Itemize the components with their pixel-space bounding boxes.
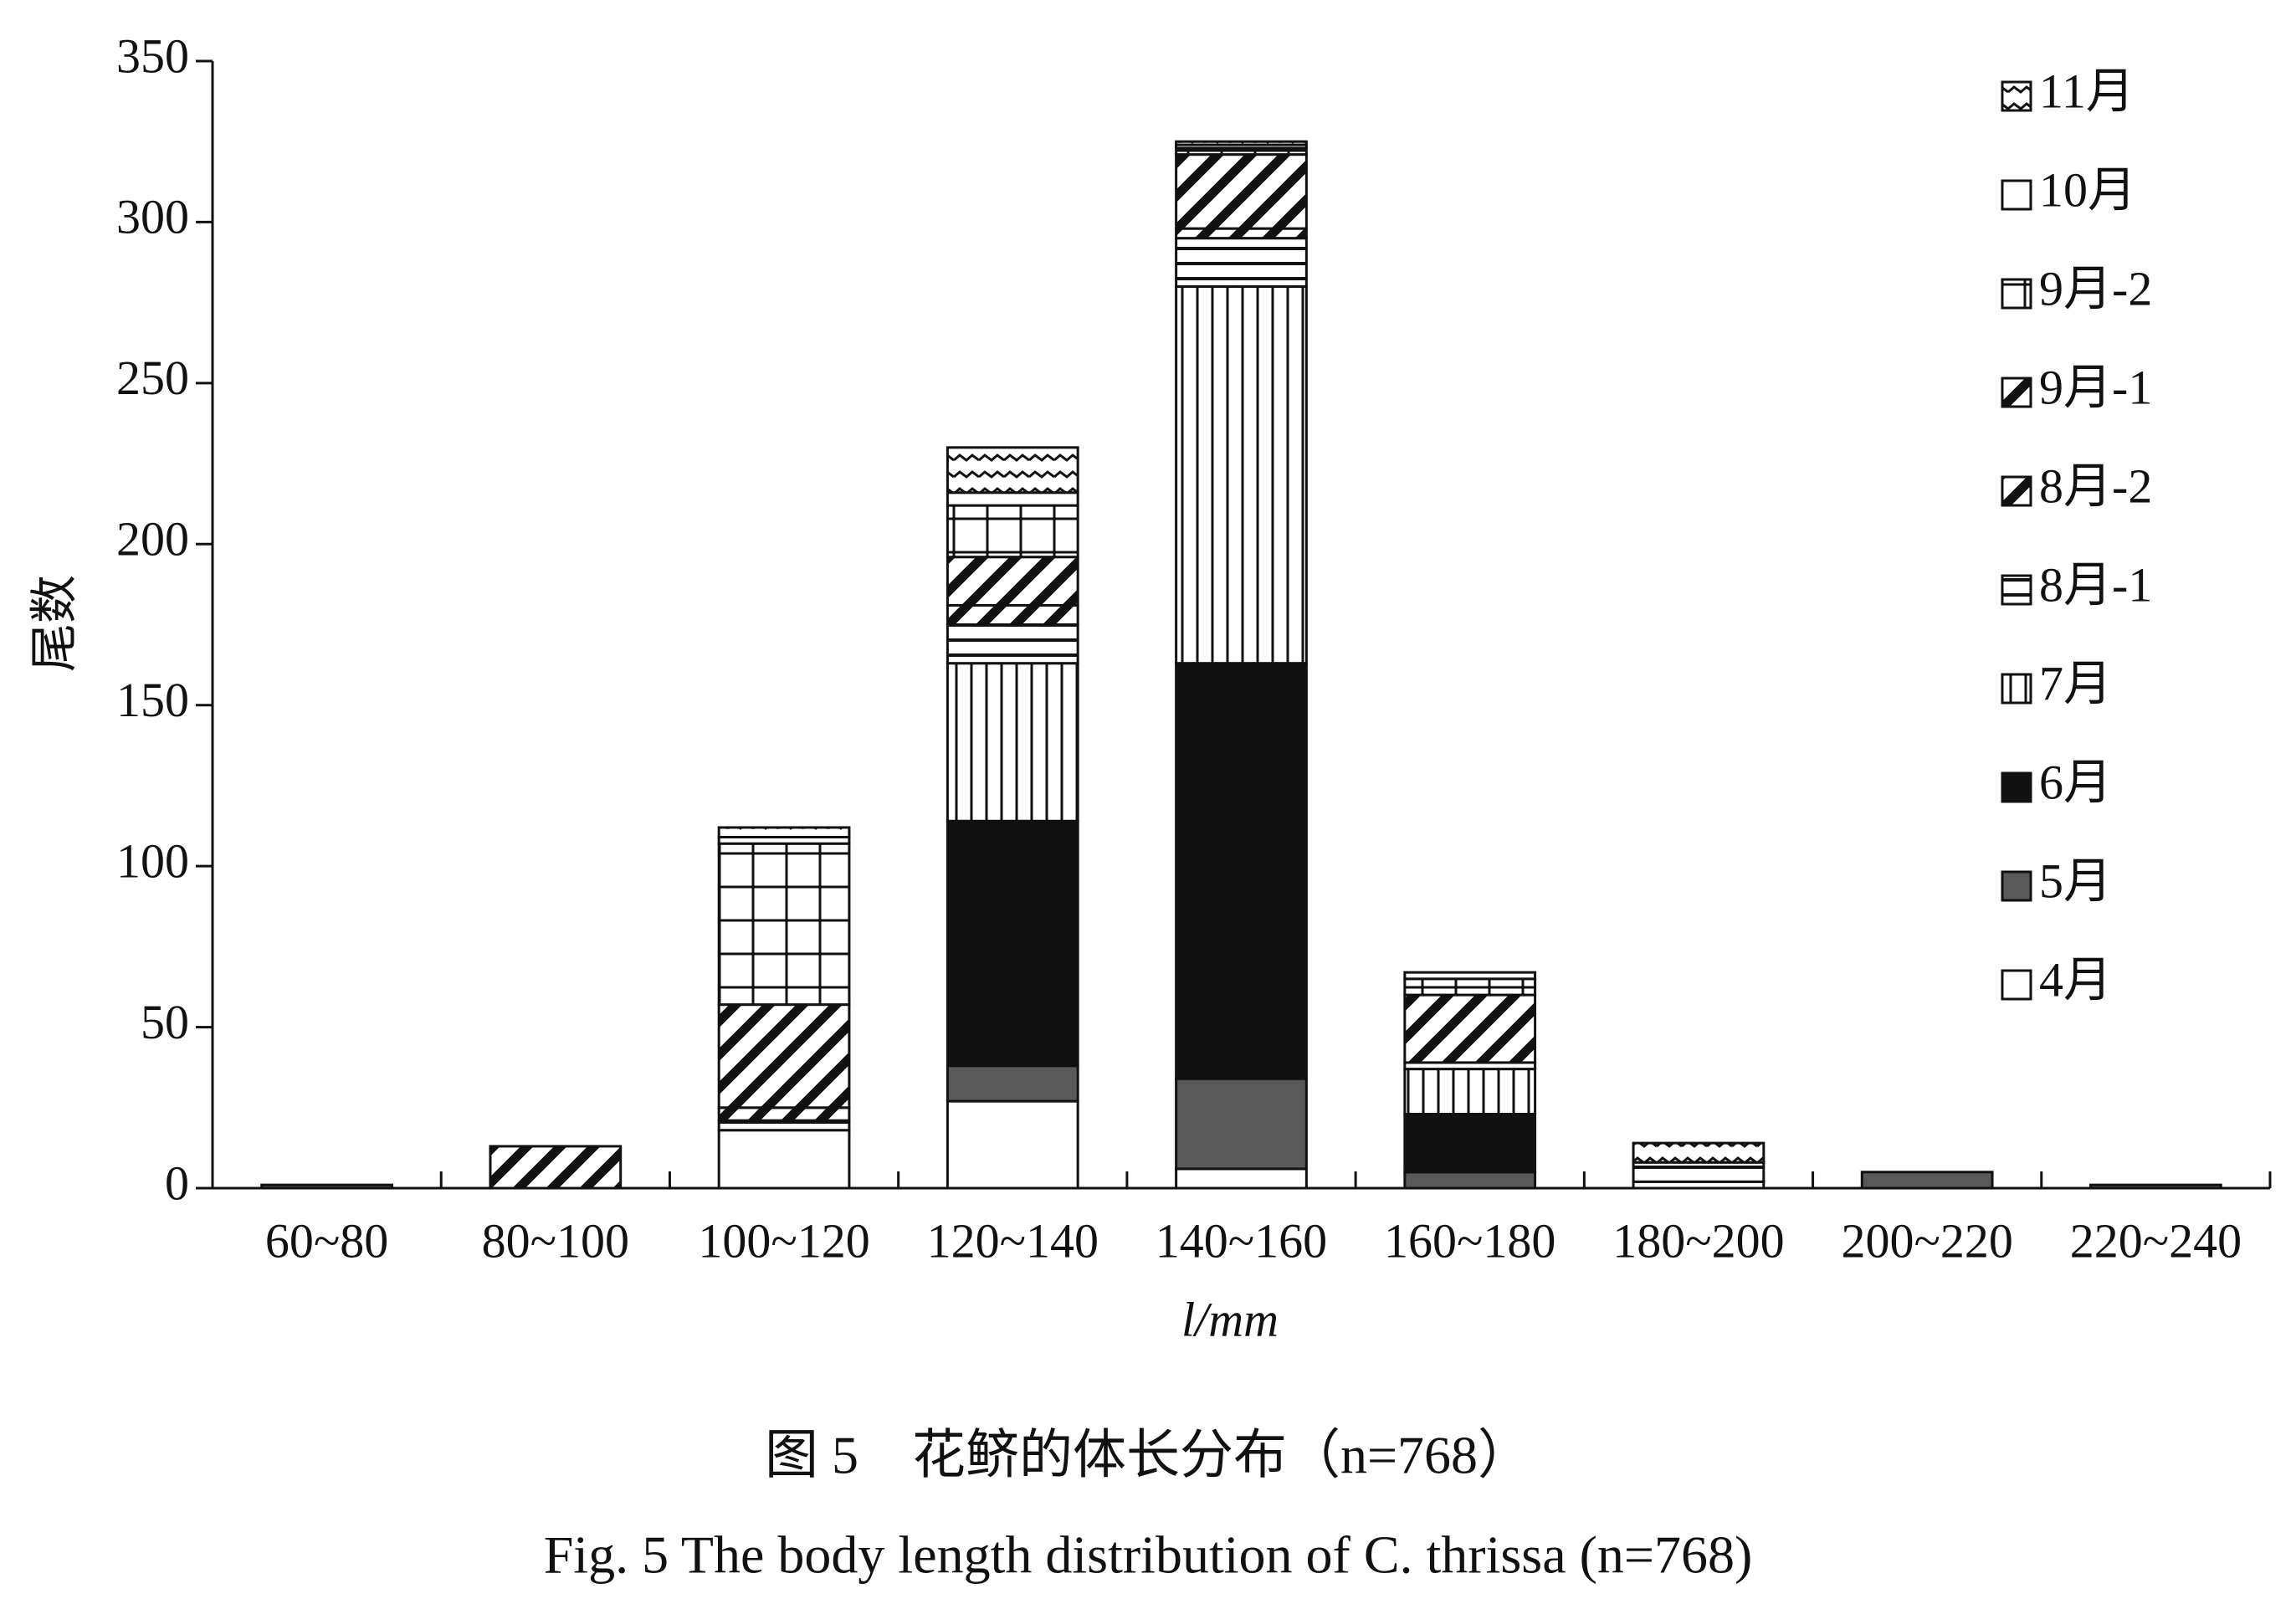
legend-swatch [2001, 969, 2032, 1001]
bar-segment [1175, 662, 1308, 1080]
legend-label: 6月 [2039, 755, 2112, 809]
legend-label: 8月-2 [2039, 459, 2152, 513]
legend-label: 4月 [2039, 952, 2112, 1007]
legend-label: 9月-2 [2039, 261, 2152, 315]
legend-label: 8月-1 [2039, 557, 2152, 612]
bar-segment [946, 1064, 1079, 1103]
y-tick-label: 300 [116, 190, 189, 244]
bar-segment [260, 1183, 393, 1190]
bar-segment [1403, 1112, 1537, 1174]
bar-segment [946, 556, 1079, 607]
legend-label: 7月 [2039, 656, 2112, 710]
bar-segment [1175, 1077, 1308, 1171]
bar-segment [1175, 140, 1308, 146]
bar-segment [717, 1003, 851, 1109]
legend-swatch [2001, 870, 2032, 902]
y-tick-label: 150 [116, 673, 189, 727]
bar-segment [717, 1106, 851, 1122]
legend-label: 10月 [2039, 162, 2136, 217]
x-axis-label: l/mm [1181, 1292, 1279, 1346]
bar-segment [1403, 993, 1537, 1064]
bar-segment [1175, 153, 1308, 230]
x-tick-label: 200~220 [1841, 1213, 2012, 1268]
y-tick-label: 50 [141, 995, 189, 1049]
bar-segment [1632, 1161, 1766, 1183]
x-tick-label: 180~200 [1612, 1213, 1784, 1268]
y-tick-label: 100 [116, 833, 189, 888]
bar-segment [717, 1119, 851, 1132]
legend-label: 5月 [2039, 853, 2112, 908]
caption-cn: 图 5 花鲚的体长分布（n=768） [765, 1426, 1531, 1485]
bar-segment [946, 819, 1079, 1068]
x-tick-label: 80~100 [482, 1213, 629, 1268]
bar-segment [946, 623, 1079, 665]
bar-segment [946, 504, 1079, 559]
legend-swatch [2001, 475, 2032, 507]
bar-segment [1175, 1167, 1308, 1190]
bar-segment [1403, 1068, 1537, 1115]
x-tick-label: 160~180 [1384, 1213, 1555, 1268]
legend-label: 9月-1 [2039, 360, 2152, 414]
bar-segment [946, 446, 1079, 495]
bar-segment [717, 826, 851, 839]
x-tick-label: 220~240 [2070, 1213, 2242, 1268]
bar-segment [946, 491, 1079, 507]
caption-en: Fig. 5 The body length distribution of C… [544, 1525, 1753, 1585]
legend-label: 11月 [2039, 64, 2135, 118]
bar-segment [489, 1145, 623, 1190]
x-tick-label: 100~120 [698, 1213, 869, 1268]
bar-segment [946, 662, 1079, 822]
y-tick-label: 0 [165, 1156, 189, 1210]
bar-segment [1403, 977, 1537, 997]
x-tick-label: 140~160 [1156, 1213, 1327, 1268]
legend-swatch [2001, 574, 2032, 606]
bar-segment [946, 603, 1079, 626]
x-tick-label: 60~80 [265, 1213, 388, 1268]
legend-swatch [2001, 179, 2032, 211]
y-axis-label: 尾数 [27, 575, 81, 672]
legend-swatch [2001, 771, 2032, 803]
bar-segment [1403, 1171, 1537, 1190]
bar-segment [1175, 237, 1308, 288]
y-tick-label: 350 [116, 28, 189, 83]
bar-segment [1175, 227, 1308, 240]
bar-segment [1860, 1171, 1994, 1190]
legend-swatch [2001, 673, 2032, 705]
y-tick-label: 200 [116, 512, 189, 566]
bar-segment [1403, 971, 1537, 981]
bar-segment [2089, 1183, 2222, 1190]
x-tick-label: 120~140 [927, 1213, 1099, 1268]
legend-swatch [2001, 278, 2032, 310]
legend-swatch [2001, 80, 2032, 112]
bar-segment [717, 1129, 851, 1190]
bar-segment [1632, 1141, 1766, 1164]
legend-swatch [2001, 377, 2032, 408]
y-tick-label: 250 [116, 351, 189, 405]
bar-segment [946, 1099, 1079, 1190]
bar-segment [717, 842, 851, 1007]
bar-segment [1175, 284, 1308, 665]
